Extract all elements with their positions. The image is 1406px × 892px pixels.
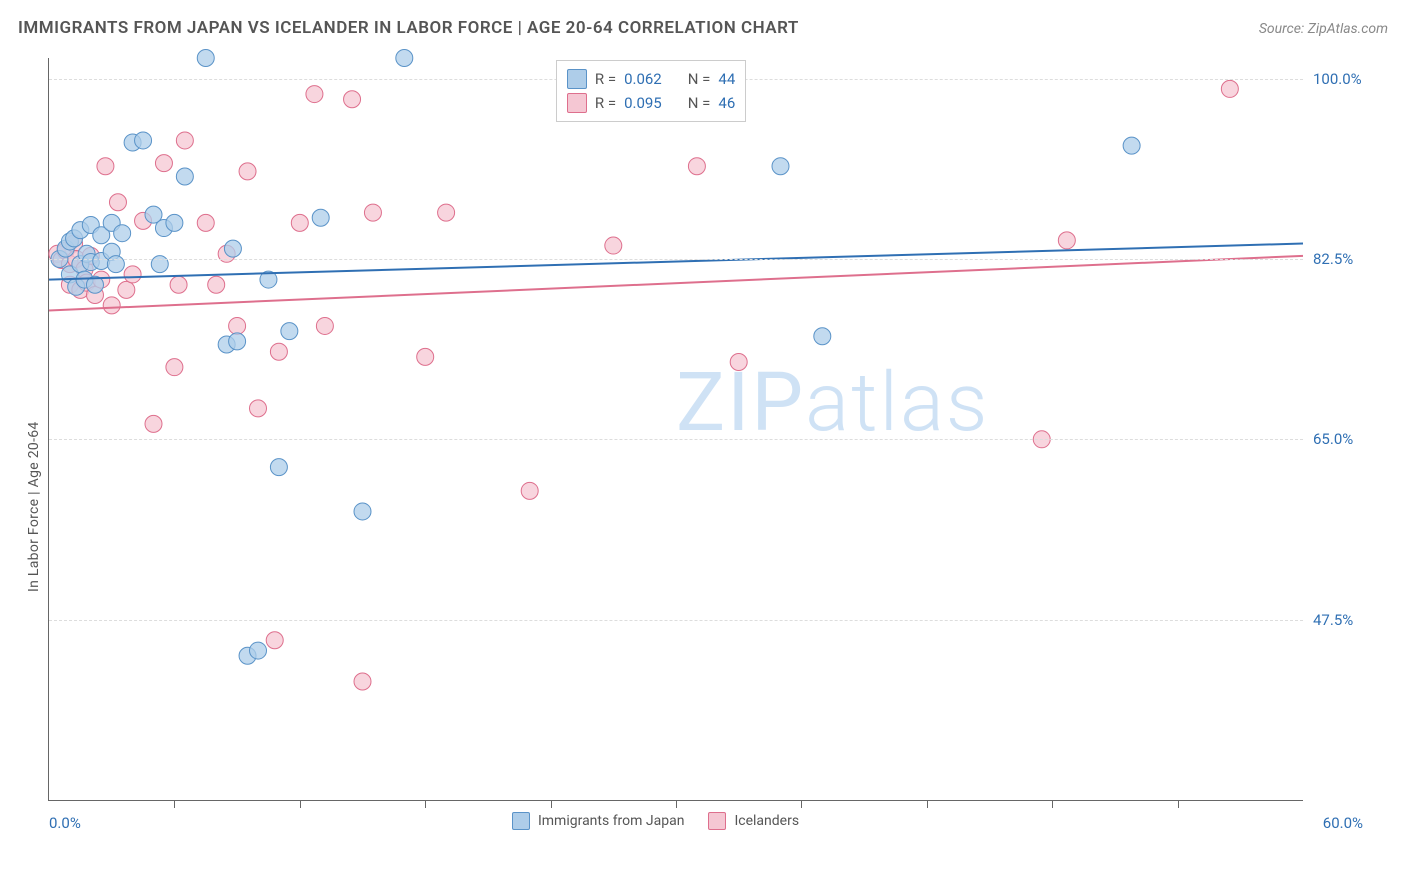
data-point-iceland xyxy=(354,673,371,690)
x-tick xyxy=(1052,800,1053,808)
y-axis-label: In Labor Force | Age 20-64 xyxy=(26,422,42,593)
legend-stat-row-iceland: R = 0.095 N = 46 xyxy=(567,91,735,115)
data-point-iceland xyxy=(344,91,361,108)
y-tick-label: 65.0% xyxy=(1313,430,1353,448)
x-axis-end-label: 60.0% xyxy=(1323,814,1363,832)
data-point-japan xyxy=(312,209,329,226)
data-point-iceland xyxy=(1221,80,1238,97)
data-point-iceland xyxy=(229,317,246,334)
series-legend-item-iceland: Icelanders xyxy=(708,812,799,830)
data-point-japan xyxy=(281,323,298,340)
series-name-iceland: Icelanders xyxy=(734,813,799,829)
data-point-iceland xyxy=(266,632,283,649)
data-point-iceland xyxy=(291,214,308,231)
plot-area: ZIPatlas 47.5%65.0%82.5%100.0%0.0%60.0% xyxy=(48,58,1303,801)
data-point-japan xyxy=(135,132,152,149)
chart-title: IMMIGRANTS FROM JAPAN VS ICELANDER IN LA… xyxy=(18,18,799,38)
series-legend: Immigrants from Japan Icelanders xyxy=(512,812,799,830)
legend-swatch-japan xyxy=(512,812,530,830)
x-tick xyxy=(927,800,928,808)
data-point-iceland xyxy=(103,297,120,314)
data-point-iceland xyxy=(521,482,538,499)
legend-n-value-iceland: 46 xyxy=(718,91,735,115)
data-point-iceland xyxy=(239,163,256,180)
data-point-iceland xyxy=(208,276,225,293)
correlation-legend: R = 0.062 N = 44 R = 0.095 N = 46 xyxy=(556,60,746,122)
data-point-japan xyxy=(197,50,214,67)
data-point-iceland xyxy=(176,132,193,149)
data-point-japan xyxy=(250,642,267,659)
data-point-iceland xyxy=(306,86,323,103)
data-point-iceland xyxy=(97,158,114,175)
plot-svg xyxy=(49,58,1303,800)
data-point-japan xyxy=(166,214,183,231)
series-legend-item-japan: Immigrants from Japan xyxy=(512,812,684,830)
gridline xyxy=(49,439,1303,440)
legend-swatch-iceland xyxy=(567,93,587,113)
data-point-iceland xyxy=(145,415,162,432)
data-point-japan xyxy=(354,503,371,520)
data-point-iceland xyxy=(1058,232,1075,249)
data-point-japan xyxy=(270,459,287,476)
data-point-iceland xyxy=(417,348,434,365)
legend-swatch-iceland xyxy=(708,812,726,830)
data-point-iceland xyxy=(688,158,705,175)
x-tick xyxy=(551,800,552,808)
data-point-japan xyxy=(229,333,246,350)
data-point-japan xyxy=(814,328,831,345)
data-point-iceland xyxy=(250,400,267,417)
title-bar: IMMIGRANTS FROM JAPAN VS ICELANDER IN LA… xyxy=(18,18,1388,38)
y-tick-label: 47.5% xyxy=(1313,611,1353,629)
data-point-japan xyxy=(1123,137,1140,154)
legend-r-label: R = xyxy=(595,91,616,115)
data-point-japan xyxy=(396,50,413,67)
data-point-japan xyxy=(176,168,193,185)
data-point-japan xyxy=(114,225,131,242)
data-point-iceland xyxy=(166,359,183,376)
x-tick xyxy=(676,800,677,808)
data-point-iceland xyxy=(124,266,141,283)
legend-swatch-japan xyxy=(567,69,587,89)
y-tick-label: 82.5% xyxy=(1313,250,1353,268)
x-tick xyxy=(174,800,175,808)
data-point-iceland xyxy=(364,204,381,221)
x-tick xyxy=(300,800,301,808)
data-point-iceland xyxy=(155,155,172,172)
x-tick xyxy=(801,800,802,808)
chart-source: Source: ZipAtlas.com xyxy=(1259,21,1388,37)
x-axis-end-label: 0.0% xyxy=(49,814,81,832)
x-tick xyxy=(425,800,426,808)
legend-r-value-iceland: 0.095 xyxy=(624,91,662,115)
series-name-japan: Immigrants from Japan xyxy=(538,813,684,829)
legend-n-label: N = xyxy=(688,91,711,115)
trendline-iceland xyxy=(49,256,1303,311)
data-point-iceland xyxy=(197,214,214,231)
data-point-iceland xyxy=(605,237,622,254)
data-point-iceland xyxy=(118,281,135,298)
data-point-japan xyxy=(772,158,789,175)
x-tick xyxy=(1178,800,1179,808)
gridline xyxy=(49,620,1303,621)
legend-n-value-japan: 44 xyxy=(718,67,735,91)
data-point-iceland xyxy=(316,317,333,334)
data-point-iceland xyxy=(438,204,455,221)
data-point-iceland xyxy=(170,276,187,293)
legend-r-value-japan: 0.062 xyxy=(624,67,662,91)
legend-r-label: R = xyxy=(595,67,616,91)
legend-n-label: N = xyxy=(688,67,711,91)
data-point-iceland xyxy=(730,354,747,371)
data-point-japan xyxy=(224,240,241,257)
data-point-iceland xyxy=(109,194,126,211)
data-point-iceland xyxy=(270,343,287,360)
gridline xyxy=(49,259,1303,260)
legend-stat-row-japan: R = 0.062 N = 44 xyxy=(567,67,735,91)
y-tick-label: 100.0% xyxy=(1313,70,1362,88)
